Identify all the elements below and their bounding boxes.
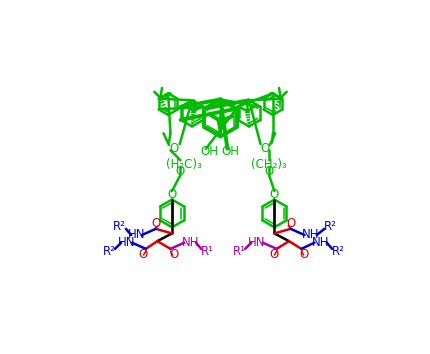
Text: R¹: R¹ [233, 245, 246, 258]
Text: O: O [151, 217, 160, 230]
Text: O: O [264, 165, 273, 178]
Text: R¹: R¹ [200, 245, 213, 258]
Text: (H₂C)₃: (H₂C)₃ [166, 158, 202, 171]
Text: HN: HN [128, 228, 145, 241]
Text: NH: NH [301, 228, 319, 241]
Text: O: O [138, 249, 147, 262]
Polygon shape [217, 121, 223, 136]
Text: O: O [299, 249, 308, 262]
Text: O: O [268, 249, 278, 262]
Text: HN: HN [247, 236, 265, 249]
Text: O: O [167, 188, 176, 201]
Text: R²: R² [331, 245, 344, 258]
Text: O: O [285, 217, 295, 230]
Text: R²: R² [102, 245, 115, 258]
Text: O: O [269, 188, 278, 201]
Text: R²: R² [113, 220, 126, 233]
Text: OH: OH [200, 145, 218, 158]
Text: O: O [169, 142, 178, 155]
Text: R²: R² [322, 220, 335, 233]
Text: NH: NH [311, 236, 329, 249]
Text: (CH₂)₃: (CH₂)₃ [251, 158, 286, 171]
Text: OH: OH [221, 145, 239, 158]
Text: HN: HN [117, 236, 135, 249]
Text: O: O [260, 142, 269, 155]
Text: NH: NH [181, 236, 199, 249]
Text: O: O [169, 249, 178, 262]
Text: O: O [175, 165, 184, 178]
